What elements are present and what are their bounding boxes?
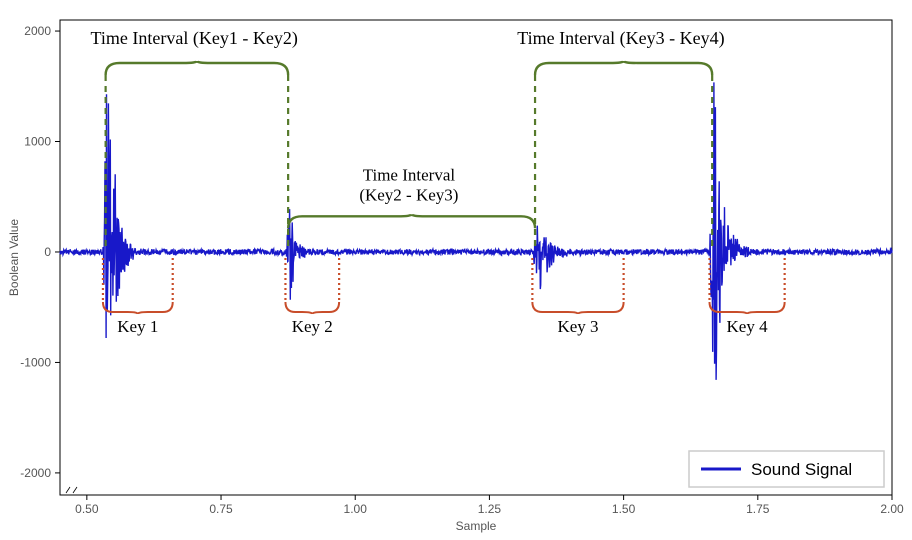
x-tick-label: 1.75 <box>746 502 770 516</box>
x-tick-label: 1.50 <box>612 502 636 516</box>
sound-signal-chart: 0.50 0.75 1.00 1.25 1.50 1.75 2.00 Sample -2000 -… <box>0 0 912 540</box>
key4-brace-curl <box>709 302 784 314</box>
x-tick-label: 0.75 <box>209 502 233 516</box>
x-tick-label: 1.00 <box>344 502 368 516</box>
y-tick-label: 1000 <box>24 135 51 149</box>
key3-brace-curl <box>532 302 623 314</box>
y-tick-label: -1000 <box>20 355 51 369</box>
x-tick-label: 0.50 <box>75 502 99 516</box>
key1-brace-curl <box>103 302 173 314</box>
interval-3-brace-curl <box>535 61 712 75</box>
x-tick-label: 1.25 <box>478 502 502 516</box>
x-axis-title: Sample <box>456 519 497 533</box>
legend-label: Sound Signal <box>751 460 852 479</box>
axis-break-icon <box>66 487 77 493</box>
key2-brace-curl <box>285 302 339 314</box>
key2-brace-label: Key 2 <box>292 317 333 336</box>
key1-brace-label: Key 1 <box>117 317 158 336</box>
interval-1-label: Time Interval (Key1 - Key2) <box>91 28 298 49</box>
plot-frame <box>60 20 892 495</box>
y-tick-label: 0 <box>44 245 51 259</box>
interval-2-label-line2: (Key2 - Key3) <box>359 185 458 204</box>
interval-2-brace-curl <box>288 214 535 228</box>
interval-3-label: Time Interval (Key3 - Key4) <box>517 28 724 49</box>
y-axis-title: Boolean Value <box>7 219 21 297</box>
x-tick-label: 2.00 <box>880 502 904 516</box>
key3-brace-label: Key 3 <box>557 317 598 336</box>
interval-2-label-line1: Time Interval <box>363 165 456 184</box>
y-tick-label: -2000 <box>20 466 51 480</box>
interval-1-brace-curl <box>106 61 289 75</box>
y-tick-label: 2000 <box>24 24 51 38</box>
key4-brace-label: Key 4 <box>727 317 769 336</box>
